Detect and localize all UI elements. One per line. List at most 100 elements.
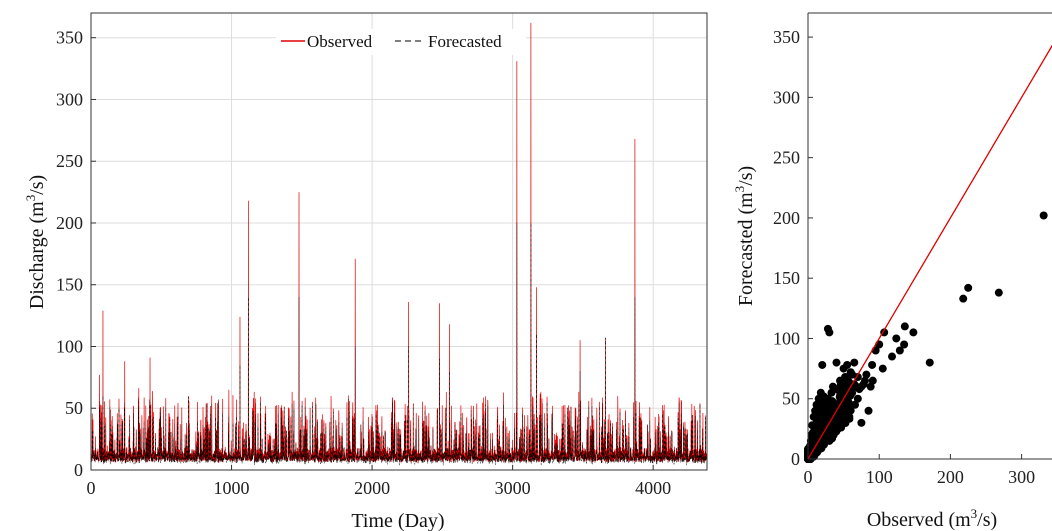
scatter-point	[848, 388, 857, 397]
scatter-point	[878, 364, 887, 373]
scatter-point	[828, 397, 837, 406]
scatter-point	[859, 380, 868, 389]
scatter-point	[900, 322, 909, 331]
scatter-point	[964, 283, 973, 292]
right-y-tick-label: 200	[773, 208, 800, 228]
right-x-tick-label: 300	[1008, 467, 1035, 487]
scatter-point	[843, 394, 852, 403]
scatter-point	[811, 423, 820, 432]
left-y-tick-label: 350	[56, 28, 83, 48]
right-x-label-tail: /s)	[977, 509, 997, 531]
right-y-tick-label: 150	[773, 268, 800, 288]
scatter-point	[838, 418, 847, 427]
right-x-tick-label: 200	[937, 467, 964, 487]
right-y-tick-label: 250	[773, 148, 800, 168]
forecasted-series-line	[90, 222, 708, 466]
right-x-label-main: Observed (m	[867, 509, 971, 531]
timeseries-chart: 0 1000 2000 3000 4000 0 50 100 150 200 250 300 350 O…	[23, 12, 708, 531]
scatter-point	[839, 364, 848, 373]
left-y-tick-label: 100	[56, 336, 83, 356]
scatter-point	[888, 352, 897, 361]
scatter-point	[900, 340, 909, 349]
left-y-label-tail: /s)	[26, 175, 48, 195]
scatter-point	[959, 294, 968, 303]
scatter-point	[892, 334, 901, 343]
right-y-axis-label: Forecasted (m3/s)	[732, 166, 757, 306]
left-y-axis-label: Discharge (m3/s)	[23, 175, 48, 309]
scatter-point	[853, 394, 862, 403]
left-y-tick-label: 250	[56, 151, 83, 171]
left-x-axis-label: Time (Day)	[351, 510, 444, 531]
right-y-tick-label: 50	[782, 389, 800, 409]
scatter-point	[868, 360, 877, 369]
left-x-tick-label: 0	[87, 478, 96, 498]
scatter-point	[925, 358, 934, 367]
scatter-point	[866, 382, 875, 391]
right-y-label-main: Forecasted (m	[735, 192, 757, 306]
observed-series-line	[90, 22, 708, 464]
scatter-point	[816, 388, 825, 397]
left-y-tick-label: 200	[56, 213, 83, 233]
scatter-point	[857, 418, 866, 427]
scatter-point	[841, 373, 850, 382]
legend-observed-label: Observed	[307, 32, 373, 51]
left-x-tick-label: 3000	[495, 478, 531, 498]
left-ticks: 0 1000 2000 3000 4000 0 50 100 150 200 250 300 350	[56, 28, 671, 498]
scatter-point	[862, 370, 871, 379]
right-ticks: 0 100 200 300 0 50 100 150 200 250 300 350	[773, 27, 1035, 487]
scatter-point	[864, 406, 873, 415]
scatter-point	[818, 360, 827, 369]
scatter-points	[804, 211, 1048, 463]
scatter-point	[1039, 211, 1048, 220]
right-y-label-tail: /s)	[735, 166, 757, 186]
right-y-tick-label: 0	[791, 449, 800, 469]
right-x-tick-label: 0	[804, 467, 813, 487]
scatter-point	[848, 370, 857, 379]
left-plot-frame	[90, 12, 708, 471]
one-to-one-line	[807, 44, 1052, 460]
scatter-point	[810, 440, 819, 449]
right-x-axis-label: Observed (m3/s)	[867, 506, 997, 531]
legend-box	[276, 29, 526, 55]
left-y-label-sup: 3	[23, 195, 38, 202]
scatter-point	[829, 430, 838, 439]
scatter-point	[868, 376, 877, 385]
scatter-chart: 0 100 200 300 0 50 100 150 200 250 300 350 Observed…	[732, 12, 1052, 531]
right-x-tick-label: 100	[866, 467, 893, 487]
scatter-point	[850, 358, 859, 367]
scatter-point	[846, 406, 855, 415]
scatter-point	[833, 424, 842, 433]
left-y-tick-label: 300	[56, 89, 83, 109]
scatter-point	[909, 328, 918, 337]
right-y-tick-label: 300	[773, 87, 800, 107]
scatter-point	[850, 400, 859, 409]
scatter-point	[832, 358, 841, 367]
scatter-point	[994, 288, 1003, 297]
left-x-tick-label: 4000	[635, 478, 671, 498]
scatter-point	[845, 412, 854, 421]
right-y-tick-label: 100	[773, 328, 800, 348]
left-grid	[90, 13, 707, 471]
right-y-label-sup: 3	[732, 186, 747, 193]
scatter-point	[825, 328, 834, 337]
legend-forecasted-label: Forecasted	[428, 32, 502, 51]
right-x-label-sup: 3	[971, 506, 978, 521]
scatter-point	[895, 346, 904, 355]
right-y-tick-label: 350	[773, 27, 800, 47]
left-y-label-main: Discharge (m	[26, 201, 48, 309]
scatter-point	[813, 411, 822, 420]
left-y-tick-label: 50	[65, 398, 83, 418]
scatter-point	[820, 406, 829, 415]
legend: Observed Forecasted	[276, 29, 526, 55]
left-series-lines	[90, 22, 708, 466]
left-y-tick-label: 150	[56, 275, 83, 295]
scatter-point	[825, 436, 834, 445]
left-x-tick-label: 2000	[354, 478, 390, 498]
scatter-point	[871, 346, 880, 355]
left-x-tick-label: 1000	[214, 478, 250, 498]
left-y-tick-label: 0	[74, 460, 83, 480]
scatter-point	[817, 399, 826, 408]
scatter-point	[831, 412, 840, 421]
scatter-point	[842, 382, 851, 391]
